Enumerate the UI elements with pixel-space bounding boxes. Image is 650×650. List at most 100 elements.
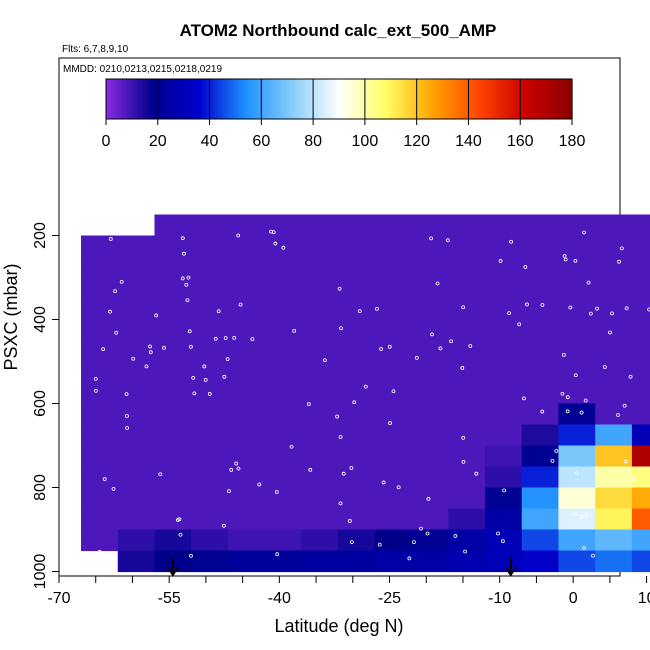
sample-marker [523, 265, 528, 269]
sample-marker [275, 552, 280, 557]
colorbar-segment [559, 79, 563, 119]
x-tick-label: 0 [569, 590, 578, 607]
colorbar-segment [455, 79, 459, 119]
heatmap-cell [631, 424, 650, 447]
heatmap-cell [485, 466, 523, 489]
sample-marker [352, 400, 357, 405]
sample-marker [97, 549, 102, 554]
colorbar-tick-label: 120 [403, 133, 430, 150]
colorbar-segment [183, 79, 187, 119]
colorbar-segment [370, 79, 374, 119]
x-tick-label: -40 [268, 590, 291, 607]
colorbar-segment [390, 79, 394, 119]
heatmap-cell [191, 508, 229, 531]
colorbar-segment [173, 79, 177, 119]
heatmap-cell [227, 277, 266, 300]
heatmap-cell [448, 445, 486, 468]
heatmap-cell [631, 235, 650, 258]
sample-marker [568, 305, 573, 310]
sample-marker [573, 258, 578, 263]
sample-marker [250, 337, 255, 342]
colorbar-segment [248, 79, 252, 119]
heatmap-cell [264, 550, 302, 573]
colorbar-segment [393, 79, 397, 119]
heatmap-cell [521, 298, 560, 321]
heatmap-cell [558, 529, 596, 552]
sample-marker [419, 526, 423, 531]
sample-marker [101, 347, 106, 352]
sample-marker [306, 402, 311, 407]
heatmap-cell [631, 529, 650, 552]
colorbar-segment [263, 79, 268, 119]
heatmap-cell [558, 466, 596, 489]
sample-marker [338, 435, 343, 439]
sample-marker [186, 275, 191, 280]
colorbar-segment [201, 79, 205, 119]
heatmap-cell [558, 256, 596, 279]
colorbar-segment [496, 79, 501, 119]
heatmap-cell [338, 214, 376, 237]
sample-marker [148, 344, 152, 349]
heatmap-cell [631, 319, 650, 342]
y-axis-label: PSXC (mbar) [1, 263, 21, 370]
heatmap-cell [264, 319, 302, 342]
colorbar-segment [186, 79, 190, 119]
colorbar-segment [108, 79, 112, 119]
colorbar-segment [160, 79, 164, 119]
colorbar-segment [147, 79, 151, 119]
heatmap-cell [485, 361, 523, 384]
colorbar-segment [307, 79, 312, 119]
heatmap-cell [595, 340, 633, 363]
heatmap-cell [301, 340, 339, 363]
heatmap-cell [154, 424, 192, 447]
colorbar-segment [463, 79, 467, 119]
sample-marker [573, 373, 578, 378]
heatmap-cell [81, 403, 119, 426]
colorbar-segment [367, 79, 371, 119]
colorbar-tick-label: 140 [455, 133, 482, 150]
colorbar-segment [429, 79, 433, 119]
colorbar-segment [287, 79, 291, 119]
colorbar-segment [313, 79, 317, 119]
heatmap-cell [81, 424, 119, 447]
sample-marker [500, 539, 505, 544]
heatmap-cell [558, 277, 596, 300]
sample-marker [158, 472, 163, 477]
colorbar-segment [349, 79, 353, 119]
heatmap-cell [264, 487, 302, 510]
sample-marker [583, 398, 588, 403]
colorbar-segment [509, 79, 514, 119]
colorbar-segment [344, 79, 348, 119]
dates-note: MMDD: 0210,0213,0215,0218,0219 [63, 64, 222, 75]
heatmap-cell [558, 214, 596, 237]
colorbar-segment [315, 79, 319, 119]
colorbar-segment [416, 79, 420, 119]
colorbar-segment [217, 79, 221, 119]
sample-marker [162, 345, 166, 350]
sample-marker [608, 330, 612, 335]
colorbar-segment [512, 79, 516, 119]
heatmap-cell [595, 487, 633, 510]
colorbar-segment [191, 79, 195, 119]
colorbar-segment [437, 79, 441, 119]
sample-marker [379, 347, 383, 351]
colorbar-segment [375, 79, 379, 119]
sample-marker [337, 286, 342, 291]
heatmap-cell [154, 403, 192, 426]
heatmap-cell [301, 319, 339, 342]
heatmap-cell [117, 256, 156, 279]
colorbar-segment [131, 79, 136, 119]
heatmap-cell [264, 403, 302, 426]
colorbar-segment [403, 79, 407, 119]
heatmap-cell [264, 382, 302, 405]
heatmap-cell [117, 382, 156, 405]
sample-marker [108, 237, 113, 241]
sample-marker [213, 336, 218, 341]
heatmap-cell [338, 403, 376, 426]
colorbar-segment [380, 79, 384, 119]
colorbar-segment [323, 79, 327, 119]
sample-marker [624, 306, 629, 311]
colorbar-segment [305, 79, 309, 119]
colorbar-segment [121, 79, 125, 119]
heatmap-cell [301, 235, 339, 258]
